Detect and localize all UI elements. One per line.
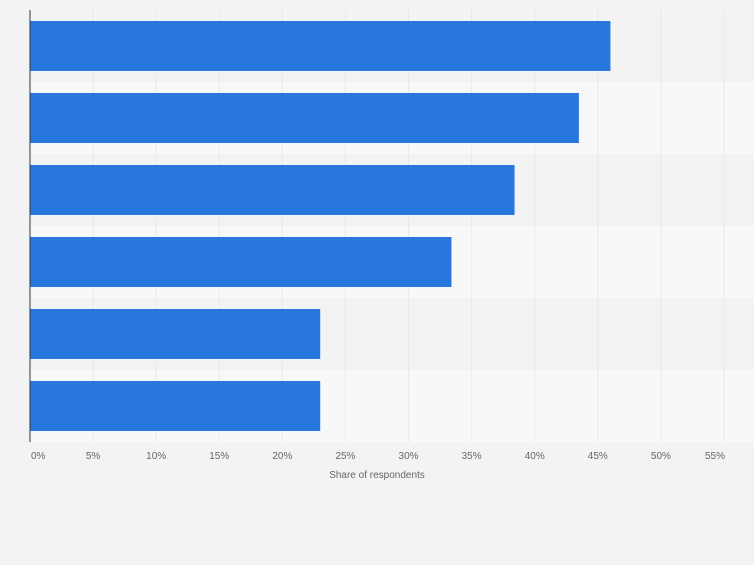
bars [30, 21, 611, 431]
bar [30, 309, 321, 359]
x-tick-label: 25% [335, 451, 355, 462]
bar [30, 165, 515, 215]
bar [30, 21, 611, 71]
x-tick-label: 0% [31, 451, 46, 462]
x-tick-label: 20% [272, 451, 292, 462]
bar [30, 93, 579, 143]
x-tick-label: 10% [146, 451, 166, 462]
bar [30, 381, 321, 431]
row-bands [30, 10, 754, 442]
x-tick-label: 15% [209, 451, 229, 462]
x-tick-label: 5% [86, 451, 101, 462]
x-tick-label: 55% [705, 451, 725, 462]
x-axis-label: Share of respondents [329, 470, 425, 481]
x-tick-label: 30% [399, 451, 419, 462]
x-axis-tick-labels: 0% 5% 10% 15% 20% 25% 30% 35% 40% 45% 50% 55% [31, 451, 725, 462]
bar [30, 237, 452, 287]
x-tick-label: 40% [525, 451, 545, 462]
x-tick-label: 35% [462, 451, 482, 462]
x-tick-label: 50% [651, 451, 671, 462]
gridlines [92, 10, 725, 442]
x-tick-label: 45% [588, 451, 608, 462]
